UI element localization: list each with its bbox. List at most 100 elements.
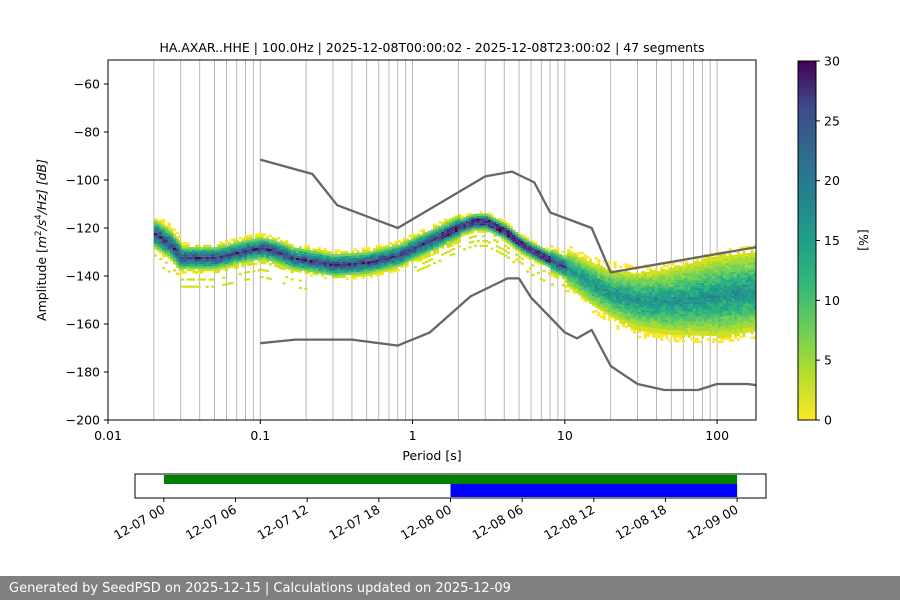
psd-histogram [153, 211, 756, 344]
psd-bin [742, 294, 746, 297]
psd-bin [676, 306, 680, 309]
psd-bin [745, 318, 749, 321]
psd-bin [665, 327, 669, 330]
psd-bin [413, 253, 417, 257]
psd-bin [575, 271, 579, 275]
psd-bin [493, 224, 497, 228]
psd-bin [608, 313, 612, 317]
psd-bin [222, 276, 226, 279]
psd-bin [449, 220, 453, 224]
psd-bin [214, 259, 218, 262]
psd-bin [189, 256, 193, 260]
psd-bin [703, 304, 708, 308]
psd-bin [572, 264, 576, 268]
psd-bin [542, 252, 546, 256]
psd-bin [200, 252, 204, 255]
psd-bin [632, 283, 636, 286]
psd-bin [717, 261, 721, 265]
psd-bin [660, 297, 664, 301]
psd-bin [197, 252, 201, 255]
psd-bin [619, 297, 623, 300]
psd-bin [386, 269, 390, 272]
psd-bin [435, 244, 439, 247]
psd-bin [709, 271, 713, 274]
psd-bin [578, 266, 582, 269]
psd-bin [170, 256, 174, 259]
psd-bin [613, 278, 617, 281]
psd-bin [238, 260, 242, 264]
psd-bin [701, 316, 705, 319]
psd-bin [419, 268, 423, 271]
psd-bin [575, 288, 579, 291]
psd-bin [742, 292, 746, 295]
psd-bin [162, 247, 166, 251]
psd-bin [709, 295, 713, 298]
psd-bin [649, 272, 653, 275]
psd-bin [671, 311, 675, 314]
psd-bin [315, 253, 319, 257]
psd-bin [512, 261, 516, 264]
psd-bin [632, 331, 636, 334]
psd-bin [717, 268, 721, 272]
psd-bin [632, 307, 636, 310]
psd-bin [235, 266, 239, 269]
psd-bin [662, 288, 666, 291]
psd-bin [720, 299, 724, 303]
psd-bin [263, 259, 267, 263]
psd-bin [318, 247, 322, 250]
psd-bin [668, 305, 672, 309]
psd-bin [706, 266, 710, 269]
psd-bin [318, 251, 322, 255]
psd-bin [712, 280, 716, 284]
psd-bin [178, 268, 182, 272]
psd-bin [356, 267, 360, 270]
psd-bin [657, 299, 661, 303]
psd-bin [572, 255, 576, 258]
psd-bin [662, 278, 666, 282]
psd-bin [627, 290, 631, 294]
psd-bin [274, 250, 278, 253]
psd-bin [717, 259, 721, 262]
psd-bin [641, 328, 645, 332]
psd-bin [698, 302, 702, 305]
psd-bin [651, 294, 656, 297]
psd-bin [531, 257, 535, 260]
psd-bin [717, 280, 721, 284]
psd-bin [712, 311, 716, 315]
psd-bin [285, 259, 289, 262]
psd-bin [438, 221, 442, 224]
psd-bin [619, 321, 623, 324]
psd-bin [753, 295, 756, 299]
psd-bin [619, 289, 623, 293]
psd-bin [545, 247, 549, 250]
psd-bin [657, 309, 661, 312]
psd-bin [419, 234, 423, 238]
psd-bin [279, 242, 283, 246]
psd-bin [339, 263, 344, 267]
psd-bin [608, 289, 612, 293]
psd-bin [378, 254, 382, 257]
psd-bin [610, 310, 614, 314]
timeline-tick-label: 12-08 00 [398, 502, 454, 543]
psd-bin [643, 278, 647, 282]
psd-bin [531, 249, 535, 253]
psd-bin [531, 264, 535, 267]
psd-bin [753, 283, 756, 287]
psd-bin [684, 280, 688, 283]
psd-bin [329, 260, 333, 264]
psd-bin [671, 327, 675, 331]
psd-bin [690, 297, 694, 300]
psd-bin [605, 300, 609, 303]
psd-bin [734, 273, 738, 277]
psd-bin [706, 326, 710, 329]
psd-bin [693, 289, 697, 293]
psd-bin [712, 307, 716, 310]
psd-bin [153, 228, 157, 231]
psd-bin [452, 216, 456, 220]
psd-bin [181, 252, 185, 255]
psd-bin [389, 263, 393, 267]
psd-bin [701, 314, 705, 317]
psd-bin [293, 269, 297, 272]
psd-bin [660, 283, 664, 286]
psd-bin [164, 261, 168, 264]
